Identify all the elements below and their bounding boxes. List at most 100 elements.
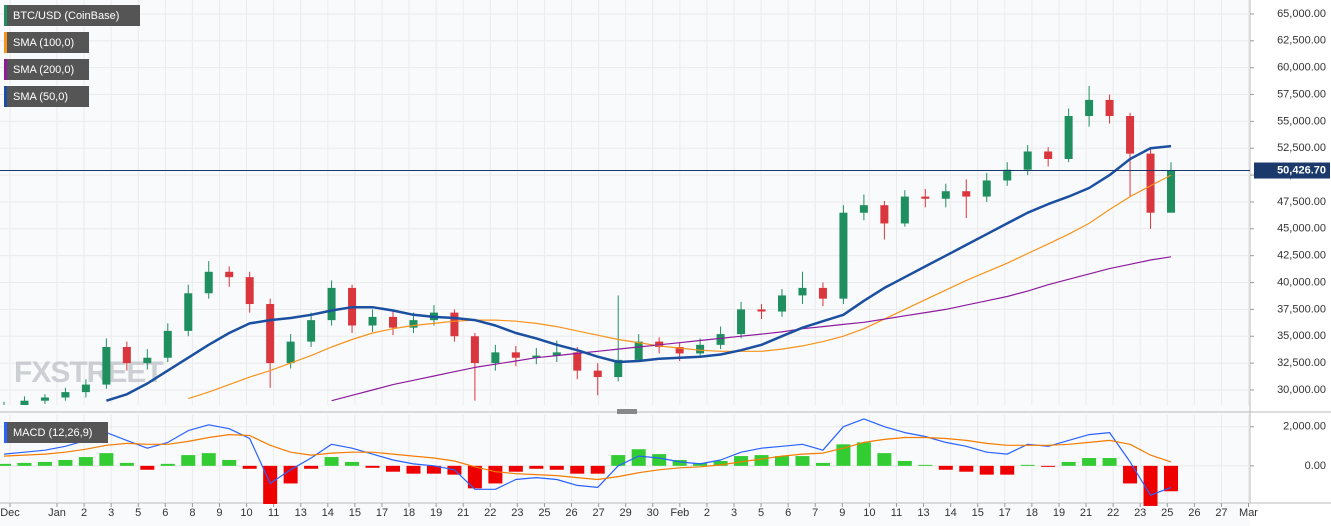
plot-bg (0, 0, 1250, 526)
histogram-bar (1041, 465, 1056, 467)
x-tick-label: 14 (945, 507, 957, 519)
histogram-bar (549, 465, 564, 470)
y-tick-label: 60,000.00 (1277, 62, 1326, 74)
histogram-bar (406, 465, 421, 474)
x-tick-label: 18 (403, 507, 415, 519)
candle-body (716, 334, 725, 345)
x-tick-label: 6 (785, 507, 791, 519)
histogram-bar (365, 465, 380, 468)
x-tick-label: 5 (758, 507, 764, 519)
histogram-bar (795, 456, 810, 466)
x-tick-label: 8 (189, 507, 195, 519)
x-tick-label: 9 (839, 507, 845, 519)
x-tick-label: 11 (268, 507, 279, 519)
legend-box (4, 32, 89, 53)
candle-body (1126, 116, 1135, 154)
x-tick-label: 3 (108, 507, 114, 519)
candle-body (900, 196, 909, 224)
x-tick-label: 25 (538, 507, 550, 519)
y-tick-label: 2,000.00 (1283, 421, 1326, 433)
legend-label: BTC/USD (CoinBase) (13, 10, 119, 22)
axis-bg (1250, 0, 1331, 526)
x-tick-label: 27 (1215, 507, 1227, 519)
x-tick-label: 19 (430, 507, 442, 519)
x-tick-label: 2 (81, 507, 87, 519)
histogram-bar (1143, 465, 1158, 506)
candle-body (839, 212, 848, 299)
line (331, 256, 1172, 402)
histogram-bar (836, 444, 851, 466)
drag-handle[interactable] (617, 409, 637, 414)
histogram-bar (979, 465, 994, 475)
histogram-bar (222, 459, 237, 466)
candle-body (1085, 99, 1094, 117)
histogram-bar (283, 465, 298, 484)
x-tick-label: Jan (48, 507, 66, 519)
histogram-bar (938, 465, 953, 470)
x-tick-label: 17 (376, 507, 388, 519)
candle-body (1003, 169, 1012, 181)
y-tick-label: 42,500.00 (1277, 250, 1326, 262)
histogram-bar (775, 456, 789, 466)
y-tick-label: 35,000.00 (1277, 330, 1326, 342)
histogram-bar (426, 465, 441, 474)
candle-body (798, 287, 807, 296)
x-tick-label: 18 (1026, 507, 1038, 519)
candle-body (1023, 151, 1032, 170)
x-tick-label: 10 (240, 507, 252, 519)
candle-body (634, 341, 643, 360)
y-tick-label: 37,500.00 (1277, 303, 1326, 315)
x-tick-label: 27 (592, 507, 604, 519)
candle-body (1105, 99, 1114, 117)
candle-body (143, 357, 152, 364)
histogram-bar (488, 465, 503, 484)
candle-body (470, 336, 479, 364)
legend-swatch (4, 5, 7, 26)
candle-body (245, 277, 254, 305)
candle-body (389, 316, 397, 328)
candle-body (552, 352, 561, 356)
x-tick-label: Dec (0, 507, 20, 519)
x-tick-label: 5 (135, 507, 141, 519)
candle-body (1146, 153, 1155, 213)
legend-label: SMA (100,0) (13, 37, 74, 49)
x-tick-label: 23 (511, 507, 523, 519)
y-tick-label: 57,500.00 (1277, 88, 1326, 100)
histogram-bar (58, 459, 73, 466)
histogram-bar (140, 465, 155, 470)
x-tick-label: 15 (349, 507, 361, 519)
legend-box (4, 422, 108, 443)
histogram-bar (17, 462, 32, 466)
candle-body (225, 271, 234, 278)
candle-body (675, 346, 684, 354)
candle-body (20, 400, 29, 405)
histogram-bar (0, 463, 11, 466)
x-tick-label: 22 (1107, 507, 1119, 519)
histogram-bar (467, 465, 482, 489)
candle-body (737, 309, 746, 335)
histogram-bar (1000, 465, 1015, 475)
line (3, 434, 1172, 481)
x-tick-label: 7 (812, 507, 818, 519)
x-tick-label: 14 (322, 507, 334, 519)
candle-body (696, 344, 705, 354)
legend-swatch (4, 32, 7, 53)
y-tick-label: 55,000.00 (1277, 115, 1326, 127)
candle-body (573, 352, 582, 371)
y-tick-label: 0.00 (1305, 460, 1326, 472)
legend-label: MACD (12,26,9) (13, 427, 92, 439)
watermark: FXSTREET (14, 356, 163, 389)
candle-body (880, 205, 889, 224)
y-tick-label: 52,500.00 (1277, 142, 1326, 154)
candle-body (266, 304, 275, 364)
candle-body (450, 312, 459, 337)
histogram-bar (181, 455, 196, 466)
x-tick-label: 10 (863, 507, 875, 519)
line (188, 174, 1172, 400)
x-tick-label: 3 (731, 507, 737, 519)
line (106, 144, 1172, 402)
y-tick-label: 45,000.00 (1277, 223, 1326, 235)
histogram-bar (959, 465, 974, 472)
candle-body (941, 191, 950, 199)
